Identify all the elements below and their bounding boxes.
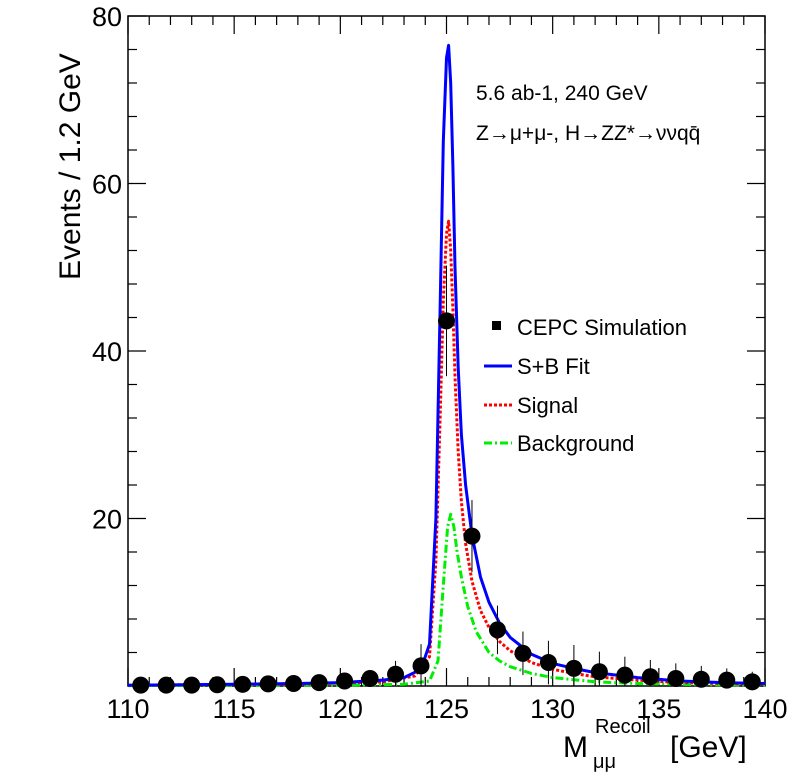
data-point xyxy=(565,659,583,677)
x-axis-title-superscript: Recoil xyxy=(595,716,651,738)
data-point xyxy=(514,644,532,662)
y-axis-title: Events / 1.2 GeV xyxy=(54,53,87,280)
data-point xyxy=(285,674,303,692)
legend-label-background: Background xyxy=(517,431,634,456)
annotation-luminosity: 5.6 ab-1, 240 GeV xyxy=(476,82,648,105)
x-tick-label: 140 xyxy=(742,694,787,724)
data-point xyxy=(616,666,634,684)
data-point xyxy=(361,669,379,687)
data-point xyxy=(718,671,736,689)
x-axis-title-unit: [GeV] xyxy=(670,731,747,764)
x-tick-label: 120 xyxy=(318,694,363,724)
legend-label-data: CEPC Simulation xyxy=(517,315,687,340)
data-point xyxy=(387,665,405,683)
x-tick-label: 115 xyxy=(213,694,256,724)
data-points xyxy=(132,265,761,694)
legend: CEPC Simulation S+B Fit Signal Backgroun… xyxy=(484,315,687,456)
data-point xyxy=(234,675,252,693)
x-tick-label: 135 xyxy=(636,694,681,724)
x-axis-title: M μμ Recoil [GeV] xyxy=(563,716,747,772)
data-point xyxy=(208,676,226,694)
data-point xyxy=(259,675,277,693)
x-axis-title-subscript: μμ xyxy=(593,751,616,772)
annotation-process: Z→μ+μ-, H→ZZ*→ννqq̄ xyxy=(476,122,700,145)
data-point xyxy=(463,527,481,545)
data-point xyxy=(132,676,150,694)
data-point xyxy=(336,672,354,690)
x-tick-label: 110 xyxy=(106,694,149,724)
data-point xyxy=(183,676,201,694)
data-point xyxy=(539,654,557,672)
x-axis-title-main: M xyxy=(563,731,588,764)
legend-label-signal: Signal xyxy=(517,393,578,418)
data-point xyxy=(310,674,328,692)
y-tick-label: 20 xyxy=(92,505,122,535)
data-point xyxy=(692,670,710,688)
legend-label-fit: S+B Fit xyxy=(517,354,590,379)
data-point xyxy=(438,312,455,330)
x-tick-label: 125 xyxy=(424,694,469,724)
x-tick-label: 130 xyxy=(530,694,575,724)
axis-ticks: 110 115 120 125 130 135 140 20 40 60 80 xyxy=(92,2,788,724)
data-point xyxy=(412,657,430,675)
curve-background xyxy=(127,512,766,688)
data-point xyxy=(590,663,608,681)
legend-marker-data xyxy=(492,321,501,330)
data-point xyxy=(667,669,685,687)
y-tick-label: 40 xyxy=(92,337,122,367)
y-tick-label: 60 xyxy=(92,170,122,200)
data-point xyxy=(641,668,659,686)
data-point xyxy=(743,673,761,691)
data-point xyxy=(488,621,506,639)
data-point xyxy=(157,676,175,694)
curve-signal xyxy=(127,219,766,687)
y-tick-label: 80 xyxy=(92,2,122,32)
